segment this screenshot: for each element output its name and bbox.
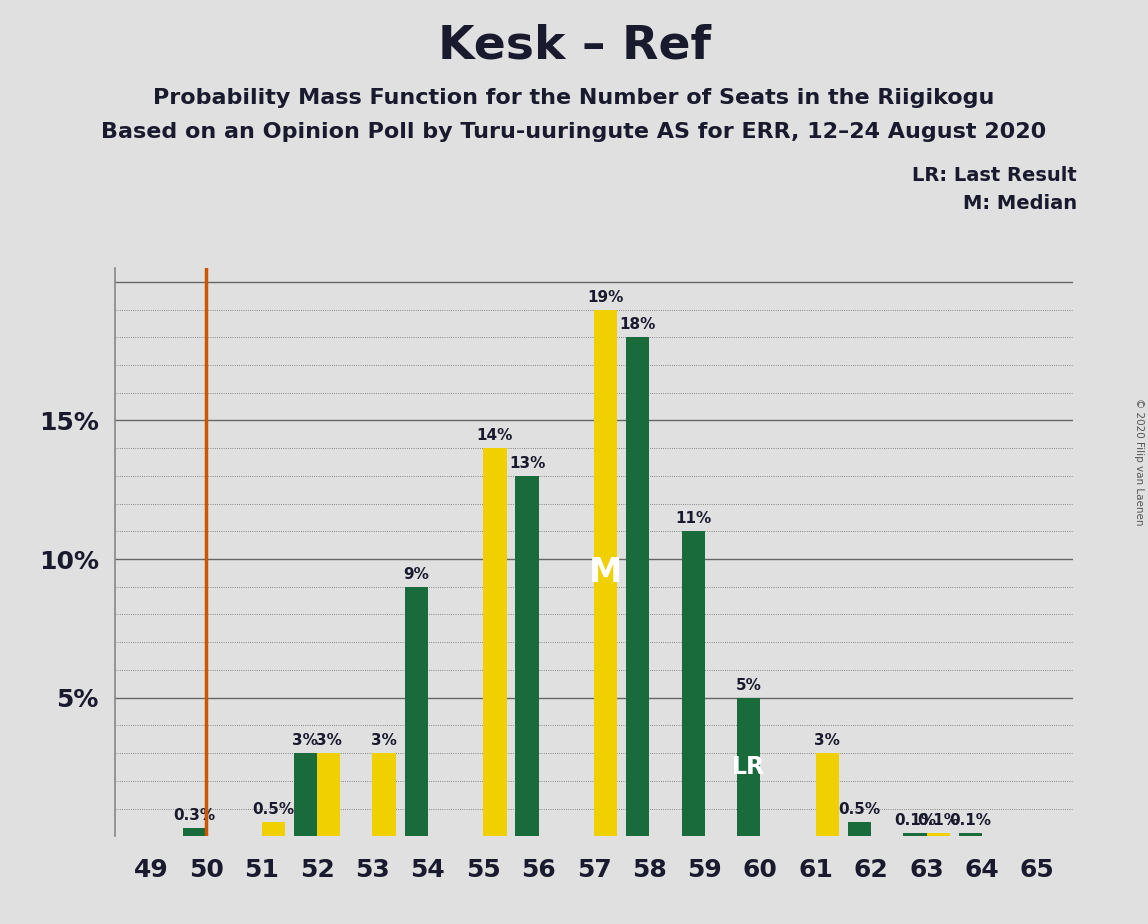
Text: Probability Mass Function for the Number of Seats in the Riigikogu: Probability Mass Function for the Number… (154, 88, 994, 108)
Text: 0.1%: 0.1% (949, 813, 992, 829)
Bar (317, 753, 340, 836)
Bar (903, 833, 926, 836)
Text: 14%: 14% (476, 428, 513, 444)
Text: 19%: 19% (588, 289, 623, 305)
Text: 0.1%: 0.1% (917, 813, 960, 829)
Text: © 2020 Filip van Laenen: © 2020 Filip van Laenen (1134, 398, 1143, 526)
Bar (294, 753, 317, 836)
Text: 5%: 5% (736, 677, 761, 693)
Bar (626, 337, 650, 836)
Text: 0.5%: 0.5% (838, 802, 881, 818)
Bar (816, 753, 839, 836)
Text: 9%: 9% (403, 566, 429, 582)
Text: Kesk – Ref: Kesk – Ref (437, 23, 711, 68)
Text: M: M (589, 556, 622, 590)
Bar (515, 476, 538, 836)
Bar (926, 833, 949, 836)
Bar (372, 753, 396, 836)
Bar (183, 828, 207, 836)
Bar (959, 833, 982, 836)
Text: 3%: 3% (814, 733, 840, 748)
Text: M: Median: M: Median (963, 194, 1077, 213)
Text: LR: LR (732, 755, 766, 779)
Text: 0.5%: 0.5% (253, 802, 294, 818)
Text: 11%: 11% (675, 511, 712, 527)
Bar (483, 448, 506, 836)
Bar (737, 698, 760, 836)
Text: 18%: 18% (620, 317, 656, 333)
Bar (682, 531, 705, 836)
Text: LR: Last Result: LR: Last Result (912, 166, 1077, 186)
Text: 0.1%: 0.1% (894, 813, 936, 829)
Bar (262, 822, 285, 836)
Text: 0.3%: 0.3% (173, 808, 216, 823)
Text: 13%: 13% (509, 456, 545, 471)
Text: 3%: 3% (293, 733, 318, 748)
Text: 3%: 3% (316, 733, 342, 748)
Bar (595, 310, 618, 836)
Text: 3%: 3% (371, 733, 397, 748)
Text: Based on an Opinion Poll by Turu-uuringute AS for ERR, 12–24 August 2020: Based on an Opinion Poll by Turu-uuringu… (101, 122, 1047, 142)
Bar (404, 587, 428, 836)
Bar (848, 822, 871, 836)
